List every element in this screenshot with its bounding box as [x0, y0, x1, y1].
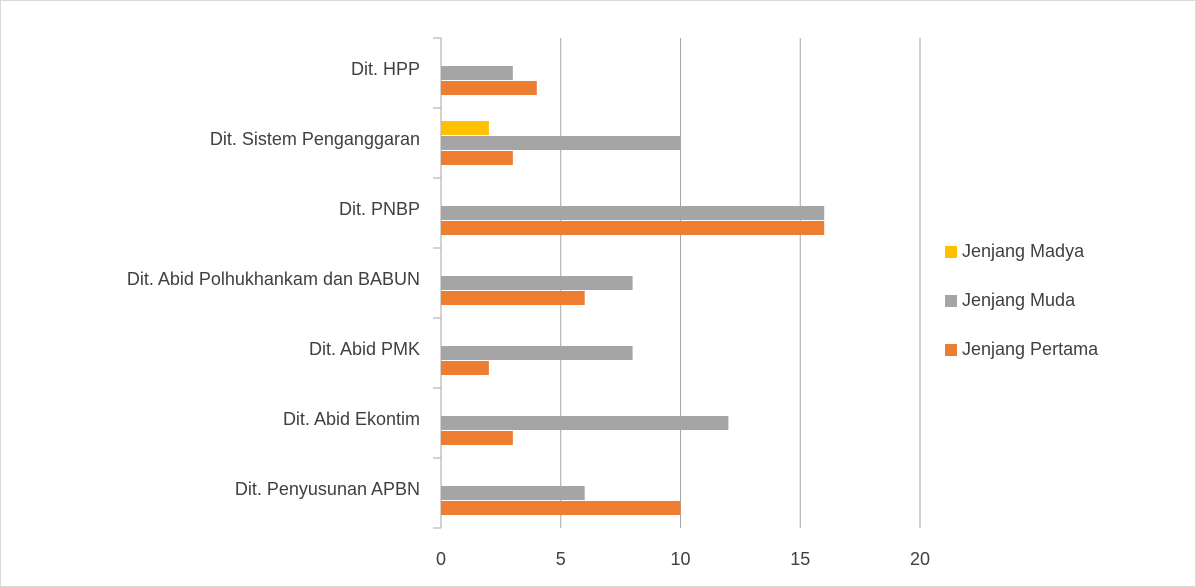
bar	[441, 361, 489, 375]
bar	[441, 66, 513, 80]
bar	[441, 416, 729, 430]
y-tick-label: Dit. Abid Polhukhankam dan BABUN	[127, 269, 420, 289]
bar	[441, 431, 513, 445]
y-tick-label: Dit. Abid Ekontim	[283, 409, 420, 429]
x-tick-label: 20	[910, 549, 930, 569]
legend-label: Jenjang Madya	[962, 241, 1085, 261]
legend-label: Jenjang Pertama	[962, 339, 1099, 359]
y-tick-label: Dit. PNBP	[339, 199, 420, 219]
bar	[441, 501, 681, 515]
y-tick-label: Dit. HPP	[351, 59, 420, 79]
x-tick-label: 0	[436, 549, 446, 569]
bar	[441, 151, 513, 165]
x-tick-label: 10	[670, 549, 690, 569]
bar	[441, 291, 585, 305]
bar	[441, 221, 825, 235]
x-tick-label: 15	[790, 549, 810, 569]
bar	[441, 121, 489, 135]
bar	[441, 486, 585, 500]
bar	[441, 276, 633, 290]
legend-swatch	[945, 295, 957, 307]
x-tick-label: 5	[556, 549, 566, 569]
bar	[441, 206, 825, 220]
bar	[441, 136, 681, 150]
bar	[441, 346, 633, 360]
legend-swatch	[945, 344, 957, 356]
legend-swatch	[945, 246, 957, 258]
legend-label: Jenjang Muda	[962, 290, 1076, 310]
bar	[441, 81, 537, 95]
y-tick-label: Dit. Penyusunan APBN	[235, 479, 420, 499]
y-tick-label: Dit. Sistem Penganggaran	[210, 129, 420, 149]
y-tick-label: Dit. Abid PMK	[309, 339, 420, 359]
